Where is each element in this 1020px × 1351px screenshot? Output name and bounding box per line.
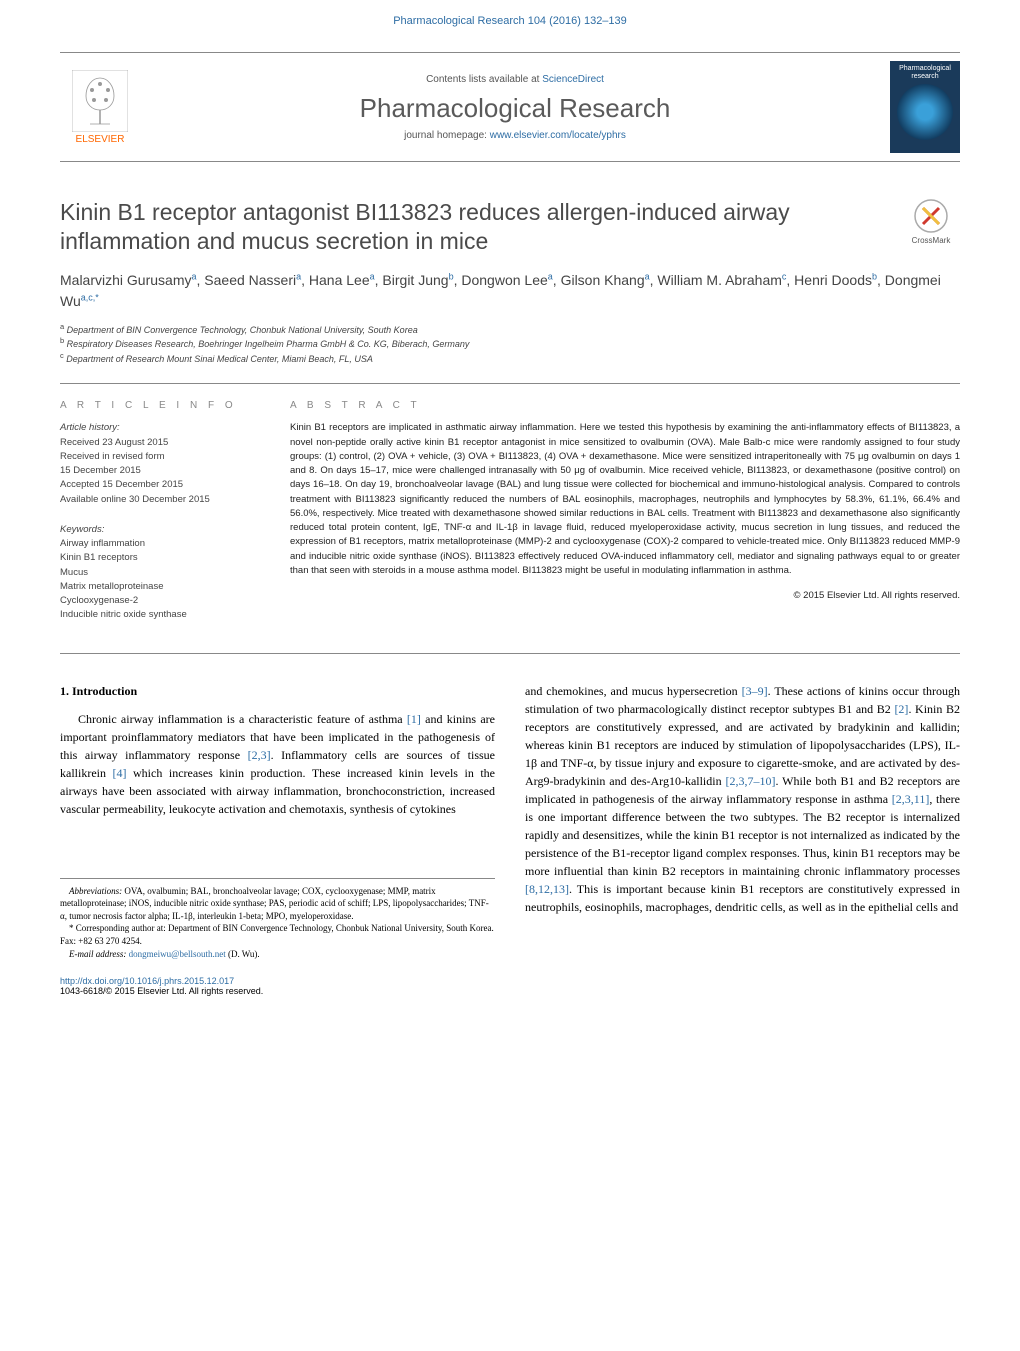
body-columns: 1. Introduction Chronic airway inflammat… (60, 682, 960, 961)
affiliation: c Department of Research Mount Sinai Med… (60, 351, 960, 366)
issn-line: 1043-6618/© 2015 Elsevier Ltd. All right… (60, 986, 263, 996)
sciencedirect-link[interactable]: ScienceDirect (542, 74, 604, 85)
citation-link[interactable]: [2,3,11] (892, 792, 930, 806)
article-head: CrossMark Kinin B1 receptor antagonist B… (60, 198, 960, 365)
email-note: E-mail address: dongmeiwu@bellsouth.net … (60, 948, 495, 961)
keyword: Kinin B1 receptors (60, 551, 260, 565)
abstract: a b s t r a c t Kinin B1 receptors are i… (290, 384, 960, 638)
citation-link[interactable]: [2,3,7–10] (725, 774, 775, 788)
section-heading: 1. Introduction (60, 682, 495, 700)
affiliation: a Department of BIN Convergence Technolo… (60, 322, 960, 337)
contents-line: Contents lists available at ScienceDirec… (140, 74, 890, 85)
history-line: 15 December 2015 (60, 464, 260, 478)
citation-link[interactable]: [2] (894, 702, 908, 716)
citation-link[interactable]: [8,12,13] (525, 882, 569, 896)
copyright: © 2015 Elsevier Ltd. All rights reserved… (290, 590, 960, 601)
crossmark-label: CrossMark (912, 236, 951, 245)
history-heading: Article history: (60, 421, 260, 435)
history-line: Accepted 15 December 2015 (60, 478, 260, 492)
article-info-label: a r t i c l e i n f o (60, 400, 260, 411)
journal-title: Pharmacological Research (140, 93, 890, 124)
abbreviations-note: Abbreviations: OVA, ovalbumin; BAL, bron… (60, 885, 495, 923)
keyword: Mucus (60, 566, 260, 580)
keyword: Airway inflammation (60, 537, 260, 551)
column-left: 1. Introduction Chronic airway inflammat… (60, 682, 495, 961)
authors: Malarvizhi Gurusamya, Saeed Nasseria, Ha… (60, 270, 960, 312)
cover-title-line1: Pharmacological (899, 65, 951, 73)
citation-link[interactable]: [2,3] (248, 748, 271, 762)
elsevier-tree-icon (72, 70, 128, 132)
article-history: Article history: Received 23 August 2015… (60, 421, 260, 507)
running-head: Pharmacological Research 104 (2016) 132–… (393, 15, 627, 27)
homepage-link[interactable]: www.elsevier.com/locate/yphrs (490, 130, 626, 141)
keyword: Inducible nitric oxide synthase (60, 608, 260, 622)
article-title: Kinin B1 receptor antagonist BI113823 re… (60, 198, 960, 256)
abstract-body: Kinin B1 receptors are implicated in ast… (290, 421, 960, 578)
elsevier-logo: ELSEVIER (60, 62, 140, 152)
article-info: a r t i c l e i n f o Article history: R… (60, 384, 260, 638)
homepage-line: journal homepage: www.elsevier.com/locat… (140, 130, 890, 141)
keywords-heading: Keywords: (60, 523, 260, 537)
history-line: Received 23 August 2015 (60, 436, 260, 450)
keyword: Matrix metalloproteinase (60, 580, 260, 594)
homepage-prefix: journal homepage: (404, 130, 490, 141)
cover-title-line2: research (911, 73, 938, 81)
column-right: and chemokines, and mucus hypersecretion… (525, 682, 960, 961)
doi-link[interactable]: http://dx.doi.org/10.1016/j.phrs.2015.12… (60, 976, 234, 986)
page-footer: http://dx.doi.org/10.1016/j.phrs.2015.12… (60, 976, 960, 996)
journal-cover: Pharmacological research (890, 61, 960, 153)
journal-center: Contents lists available at ScienceDirec… (140, 74, 890, 141)
affiliations: a Department of BIN Convergence Technolo… (60, 322, 960, 366)
history-line: Available online 30 December 2015 (60, 493, 260, 507)
keywords: Keywords: Airway inflammationKinin B1 re… (60, 523, 260, 623)
journal-bar: ELSEVIER Contents lists available at Sci… (60, 52, 960, 162)
divider (60, 653, 960, 654)
contents-prefix: Contents lists available at (426, 74, 542, 85)
citation-link[interactable]: [3–9] (742, 684, 768, 698)
citation-link[interactable]: [1] (407, 712, 421, 726)
elsevier-label: ELSEVIER (76, 134, 125, 145)
crossmark-badge[interactable]: CrossMark (902, 198, 960, 245)
abstract-label: a b s t r a c t (290, 400, 960, 411)
keyword: Cyclooxygenase-2 (60, 594, 260, 608)
paragraph: Chronic airway inflammation is a charact… (60, 710, 495, 818)
corresponding-author-note: * Corresponding author at: Department of… (60, 922, 495, 947)
citation-link[interactable]: [4] (113, 766, 127, 780)
crossmark-icon (913, 198, 949, 234)
history-line: Received in revised form (60, 450, 260, 464)
footnotes: Abbreviations: OVA, ovalbumin; BAL, bron… (60, 878, 495, 961)
cover-image (897, 84, 953, 140)
affiliation: b Respiratory Diseases Research, Boehrin… (60, 336, 960, 351)
paragraph: and chemokines, and mucus hypersecretion… (525, 682, 960, 916)
email-link[interactable]: dongmeiwu@bellsouth.net (129, 949, 226, 959)
